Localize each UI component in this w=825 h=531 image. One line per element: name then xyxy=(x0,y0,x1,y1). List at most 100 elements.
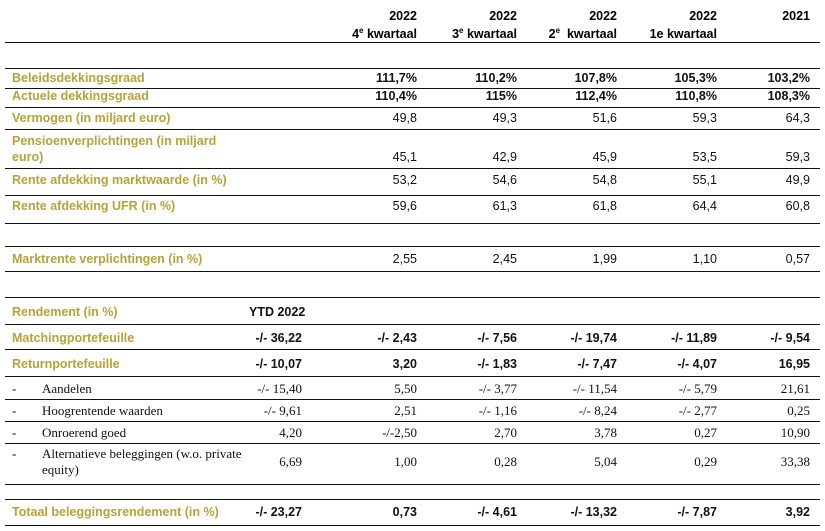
rule xyxy=(5,525,820,526)
rule xyxy=(5,484,820,485)
quarter-number: 3 xyxy=(452,27,460,41)
sub-value: -/- 1,16 xyxy=(478,403,517,418)
sub-value: -/- 9,61 xyxy=(263,403,302,418)
sub-value: -/- 2,77 xyxy=(678,403,717,418)
row-value: 49,3 xyxy=(492,111,517,125)
quarter-text: kwartaal xyxy=(560,27,617,41)
rule xyxy=(5,499,820,500)
header-year: 2022 xyxy=(389,9,417,23)
rule xyxy=(5,399,820,400)
row-value: 59,3 xyxy=(785,150,810,164)
row-value: 112,4% xyxy=(575,89,617,103)
row-value: -/- 36,22 xyxy=(255,331,302,345)
rule xyxy=(5,376,820,377)
row-value: 110,2% xyxy=(475,71,517,85)
row-value: 61,8 xyxy=(592,199,617,213)
rule xyxy=(5,68,820,69)
sub-label: Alternatieve beleggingen (w.o. private e… xyxy=(42,446,242,477)
header-year: 2022 xyxy=(689,9,717,23)
row-value: 110,4% xyxy=(375,89,417,103)
row-value: 60,8 xyxy=(785,199,810,213)
row-value: 3,92 xyxy=(785,505,810,519)
rule xyxy=(5,129,820,130)
row-label: Vermogen (in miljard euro) xyxy=(12,111,171,125)
row-value: 108,3% xyxy=(767,89,810,103)
sub-value: -/- 15,40 xyxy=(257,381,302,396)
sub-value: 0,25 xyxy=(787,403,810,418)
header-year: 2022 xyxy=(489,9,517,23)
header-quarter: 2e kwartaal xyxy=(517,25,617,43)
sub-label: Aandelen xyxy=(42,381,92,396)
header-quarter: 1e kwartaal xyxy=(617,25,717,43)
row-label: Pensioenverplichtingen (in miljard euro) xyxy=(12,134,217,164)
quarter-sup: e xyxy=(555,25,561,35)
row-label: Marktrente verplichtingen (in %) xyxy=(12,252,203,266)
sub-label: Hoogrentende waarden xyxy=(42,403,163,418)
row-label: Matchingportefeuille xyxy=(12,331,135,345)
row-value: -/- 7,56 xyxy=(477,331,517,345)
rule xyxy=(5,324,820,325)
sub-value: 0,29 xyxy=(694,454,717,469)
row-value: 110,8% xyxy=(675,89,717,103)
row-value: 103,2% xyxy=(767,71,810,85)
sub-value: -/- 8,24 xyxy=(578,403,617,418)
sub-value: 5,04 xyxy=(594,454,617,469)
ytd-label: YTD 2022 xyxy=(249,305,306,319)
row-value: 64,4 xyxy=(692,199,717,213)
sub-value: -/-2,50 xyxy=(381,425,417,440)
row-value: 64,3 xyxy=(785,111,810,125)
quarter-sup: e xyxy=(459,25,464,35)
sub-value: -/- 3,77 xyxy=(478,381,517,396)
row-value: 45,9 xyxy=(592,150,617,164)
row-value: 115% xyxy=(485,89,517,103)
quarter-number: 2 xyxy=(548,27,556,41)
sub-value: 0,28 xyxy=(494,454,517,469)
quarter-number: 1e kwartaal xyxy=(649,27,717,41)
row-value: 53,5 xyxy=(692,150,717,164)
row-value: 0,57 xyxy=(785,252,810,266)
row-value: 107,8% xyxy=(574,71,617,85)
row-label: Returnportefeuille xyxy=(12,357,120,371)
quarter-sup: e xyxy=(359,25,364,35)
row-value: 16,95 xyxy=(778,357,810,371)
header-year: 2021 xyxy=(782,9,810,23)
row-label: Actuele dekkingsgraad xyxy=(12,89,149,103)
rule xyxy=(5,349,820,350)
rule xyxy=(5,223,820,224)
row-label: Rente afdekking marktwaarde (in %) xyxy=(12,173,227,187)
row-value: 49,9 xyxy=(785,173,810,187)
row-value: 59,3 xyxy=(692,111,717,125)
row-value: 59,6 xyxy=(392,199,417,213)
row-value: 55,1 xyxy=(692,173,717,187)
sub-value: 4,20 xyxy=(279,425,302,440)
row-label: Beleidsdekkingsgraad xyxy=(12,71,145,85)
quarter-text: kwartaal xyxy=(463,27,517,41)
rule xyxy=(5,168,820,169)
sub-value: 21,61 xyxy=(780,381,810,396)
rendement-label: Rendement (in %) xyxy=(12,305,118,319)
sub-dash: - xyxy=(12,403,17,418)
rule xyxy=(5,246,820,247)
row-value: -/- 4,61 xyxy=(477,505,517,519)
rule xyxy=(5,195,820,196)
row-value: -/- 7,47 xyxy=(577,357,617,371)
row-value: -/- 19,74 xyxy=(570,331,617,345)
header-quarter: 4e kwartaal xyxy=(317,25,417,43)
sub-value: 2,51 xyxy=(394,403,417,418)
rule xyxy=(5,421,820,422)
sub-dash: - xyxy=(12,381,17,396)
row-value: -/- 7,87 xyxy=(677,505,717,519)
sub-label: Onroerend goed xyxy=(42,425,127,440)
row-value: 51,6 xyxy=(592,111,617,125)
sub-value: 5,50 xyxy=(394,381,417,396)
row-value: -/- 1,83 xyxy=(477,357,517,371)
quarter-number: 4 xyxy=(352,27,360,41)
row-value: -/- 13,32 xyxy=(570,505,617,519)
sub-value: 3,78 xyxy=(594,425,617,440)
sub-value: -/- 5,79 xyxy=(678,381,717,396)
row-value: -/- 11,89 xyxy=(671,331,717,345)
row-value: 45,1 xyxy=(392,150,417,164)
row-value: 0,73 xyxy=(392,505,417,519)
rule xyxy=(5,297,820,298)
sub-value: 6,69 xyxy=(279,454,302,469)
